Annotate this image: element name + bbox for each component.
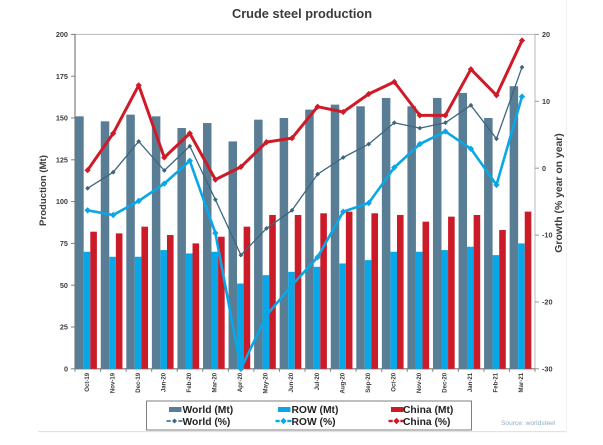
svg-text:175: 175 <box>56 72 68 81</box>
svg-text:Feb-21: Feb-21 <box>493 372 500 392</box>
svg-text:Apr-20: Apr-20 <box>237 372 244 392</box>
svg-text:10: 10 <box>542 97 550 106</box>
svg-text:100: 100 <box>56 197 68 206</box>
svg-text:150: 150 <box>56 114 68 123</box>
svg-text:ROW (Mt): ROW (Mt) <box>292 405 339 416</box>
svg-text:Feb-20: Feb-20 <box>186 372 193 392</box>
svg-text:Jun-20: Jun-20 <box>288 372 295 392</box>
svg-text:Aug-20: Aug-20 <box>339 372 346 393</box>
svg-text:125: 125 <box>56 155 68 164</box>
svg-text:75: 75 <box>60 239 68 248</box>
svg-text:Dec-20: Dec-20 <box>442 372 449 393</box>
svg-text:Mar-20: Mar-20 <box>212 372 219 392</box>
svg-text:Oct-19: Oct-19 <box>84 372 91 392</box>
svg-text:Nov-20: Nov-20 <box>416 372 423 393</box>
svg-text:Jul-20: Jul-20 <box>314 372 321 390</box>
svg-text:China (Mt): China (Mt) <box>403 405 453 416</box>
svg-text:20: 20 <box>542 30 550 39</box>
svg-text:Growth (% year on year): Growth (% year on year) <box>554 133 565 253</box>
svg-text:Nov-19: Nov-19 <box>109 372 116 393</box>
svg-text:50: 50 <box>60 281 68 290</box>
svg-text:ROW (%): ROW (%) <box>292 417 336 428</box>
svg-text:Crude steel production: Crude steel production <box>232 6 372 21</box>
svg-text:-10: -10 <box>542 231 553 240</box>
svg-text:-30: -30 <box>542 364 553 373</box>
svg-text:World (Mt): World (Mt) <box>183 405 234 416</box>
svg-text:China (%): China (%) <box>403 417 450 428</box>
svg-text:Mar-21: Mar-21 <box>518 372 525 392</box>
svg-text:Jan-21: Jan-21 <box>467 372 474 392</box>
svg-text:World (%): World (%) <box>183 417 231 428</box>
svg-text:Dec-19: Dec-19 <box>135 372 142 393</box>
svg-text:Source: worldsteel: Source: worldsteel <box>501 420 556 427</box>
svg-text:25: 25 <box>60 323 68 332</box>
svg-text:Production (Mt): Production (Mt) <box>38 155 49 226</box>
svg-text:0: 0 <box>542 164 546 173</box>
svg-text:May-20: May-20 <box>263 372 270 393</box>
svg-text:Oct-20: Oct-20 <box>391 372 398 392</box>
svg-text:0: 0 <box>64 364 68 373</box>
svg-text:Sep-20: Sep-20 <box>365 372 372 393</box>
svg-text:Jan-20: Jan-20 <box>161 372 168 392</box>
svg-text:-20: -20 <box>542 298 553 307</box>
svg-text:200: 200 <box>56 30 68 39</box>
